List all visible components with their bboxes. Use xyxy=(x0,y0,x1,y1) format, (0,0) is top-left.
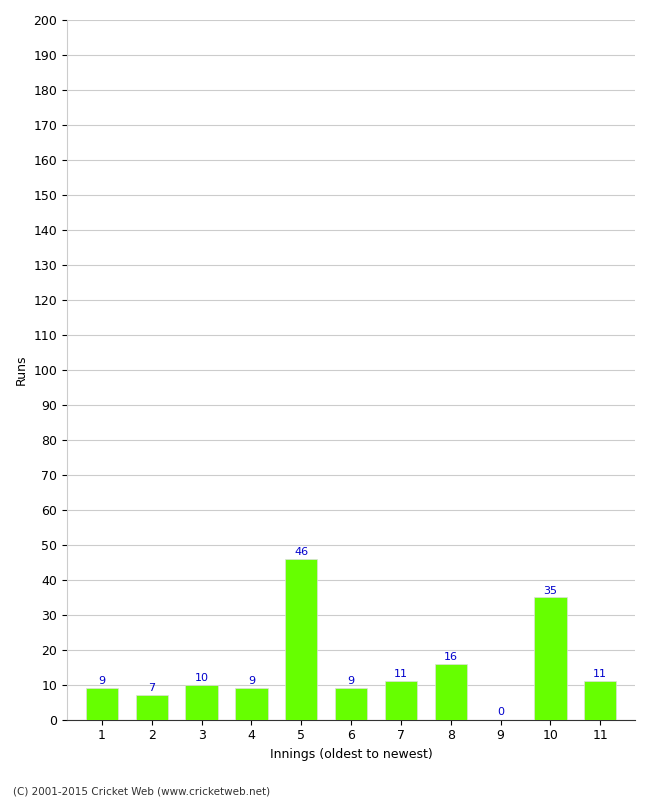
Bar xyxy=(86,688,118,720)
Text: 7: 7 xyxy=(148,683,155,694)
Text: 9: 9 xyxy=(98,677,105,686)
Bar xyxy=(534,598,567,720)
Text: 16: 16 xyxy=(444,652,458,662)
Text: 35: 35 xyxy=(543,586,557,595)
Bar xyxy=(285,558,317,720)
Bar xyxy=(335,688,367,720)
Text: 9: 9 xyxy=(248,677,255,686)
Bar xyxy=(434,664,467,720)
Text: 11: 11 xyxy=(394,670,408,679)
Bar xyxy=(385,682,417,720)
Text: 0: 0 xyxy=(497,707,504,717)
Text: (C) 2001-2015 Cricket Web (www.cricketweb.net): (C) 2001-2015 Cricket Web (www.cricketwe… xyxy=(13,786,270,796)
Bar xyxy=(136,695,168,720)
Text: 46: 46 xyxy=(294,547,308,557)
Text: 9: 9 xyxy=(348,677,355,686)
Bar xyxy=(235,688,268,720)
X-axis label: Innings (oldest to newest): Innings (oldest to newest) xyxy=(270,748,432,761)
Text: 11: 11 xyxy=(593,670,607,679)
Bar xyxy=(185,685,218,720)
Text: 10: 10 xyxy=(194,673,209,683)
Y-axis label: Runs: Runs xyxy=(15,354,28,385)
Bar xyxy=(584,682,616,720)
